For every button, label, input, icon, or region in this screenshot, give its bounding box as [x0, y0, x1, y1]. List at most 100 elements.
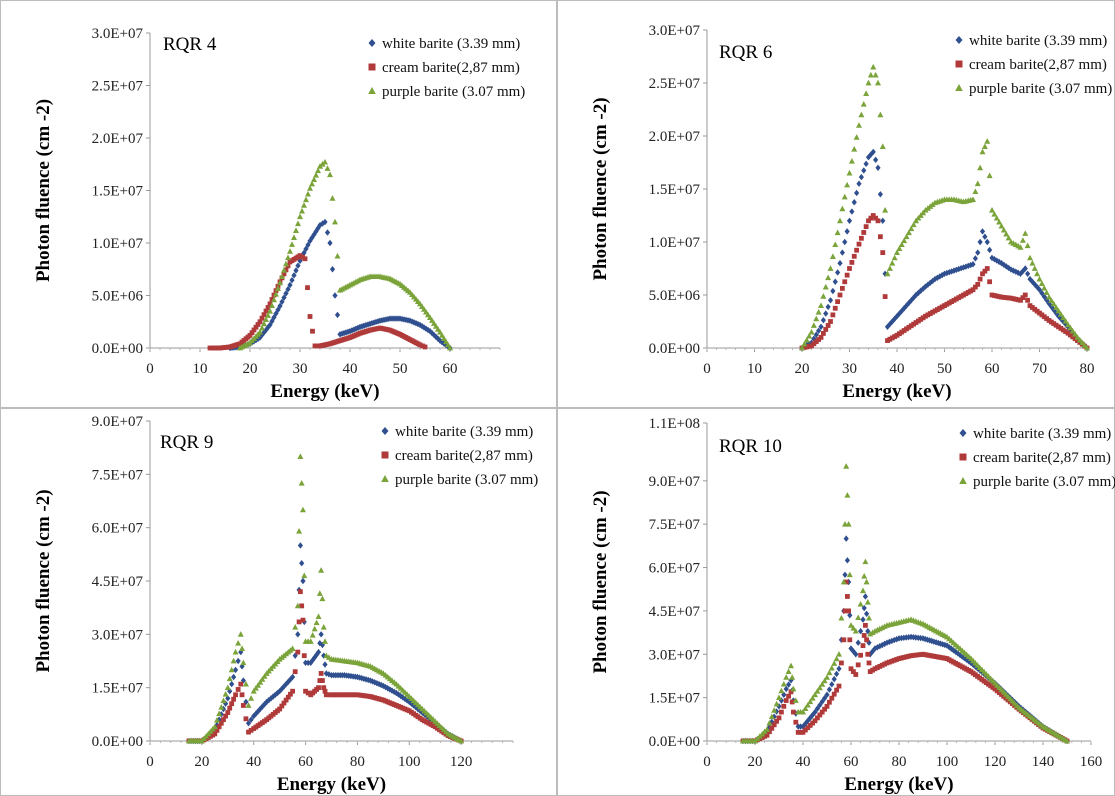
data-point — [846, 571, 853, 578]
data-point — [1046, 293, 1052, 300]
series-1 — [227, 218, 453, 352]
data-point — [245, 702, 252, 708]
data-point — [858, 173, 864, 181]
data-point — [239, 645, 246, 651]
data-point — [880, 250, 886, 255]
data-point — [855, 639, 861, 646]
data-point — [839, 205, 846, 212]
data-point — [910, 221, 917, 228]
data-point — [223, 713, 229, 719]
data-point — [1024, 242, 1031, 249]
panel-border — [557, 408, 1115, 796]
data-point — [211, 723, 218, 730]
data-point — [867, 71, 874, 78]
data-point — [235, 687, 241, 692]
x-tick-label: 160 — [1080, 754, 1103, 770]
data-point — [867, 669, 873, 675]
y-tick-label: 6.0E+07 — [92, 521, 144, 537]
data-point — [259, 676, 266, 682]
data-point — [824, 674, 830, 680]
data-point — [229, 680, 235, 688]
y-tick-label: 1.0E+07 — [649, 235, 701, 251]
chart-panel-2: 0.0E+00 5.0E+06 1.0E+07 1.5E+07 2.0E+07 2.5E+… — [557, 0, 1115, 408]
data-point — [905, 229, 912, 236]
data-point — [324, 165, 331, 171]
data-point — [237, 631, 244, 637]
data-point — [901, 237, 908, 244]
data-point — [776, 694, 782, 701]
y-tick-label: 6.0E+07 — [649, 561, 701, 577]
legend-marker — [955, 36, 963, 44]
data-point — [281, 267, 287, 273]
data-point — [870, 213, 876, 218]
data-point — [822, 706, 827, 712]
data-point — [290, 688, 296, 694]
legend-entry: cream barite(2,87 mm) — [382, 60, 520, 76]
legend-marker — [955, 60, 963, 68]
data-point — [860, 587, 866, 594]
data-point — [289, 276, 295, 284]
data-point — [771, 722, 777, 728]
data-point — [324, 229, 331, 236]
data-point — [850, 625, 857, 631]
data-point — [1034, 270, 1041, 277]
data-point — [1050, 300, 1057, 307]
data-point — [844, 181, 851, 188]
data-point — [866, 614, 872, 621]
data-point — [849, 208, 855, 215]
data-point — [825, 323, 831, 328]
data-point — [812, 718, 818, 724]
data-point — [786, 693, 791, 699]
data-point — [820, 316, 826, 324]
data-point — [837, 292, 843, 298]
data-point — [285, 286, 291, 293]
y-tick-label: 0.0E+00 — [92, 341, 143, 357]
legend-marker — [368, 63, 376, 71]
data-point — [1043, 289, 1050, 296]
data-point — [269, 302, 275, 308]
data-point — [998, 222, 1005, 229]
legend-entry: white barite (3.39 mm) — [395, 424, 533, 440]
data-point — [851, 669, 856, 675]
data-point — [918, 652, 923, 657]
y-tick-label: 7.5E+07 — [649, 517, 701, 533]
data-point — [835, 269, 841, 276]
x-tick-label: 0 — [703, 361, 711, 377]
data-point — [226, 675, 233, 682]
data-point — [818, 302, 824, 308]
data-point — [981, 143, 988, 149]
data-point — [789, 699, 795, 705]
legend-entry: cream barite(2,87 mm) — [969, 57, 1107, 73]
data-point — [834, 670, 840, 678]
data-point — [312, 343, 318, 349]
data-point — [229, 701, 235, 707]
data-point — [891, 254, 898, 261]
data-point — [259, 703, 265, 710]
data-point — [882, 207, 889, 213]
data-point — [972, 284, 978, 290]
data-point — [986, 172, 993, 179]
data-point — [1020, 295, 1026, 301]
y-axis-title: Photon fluence (cm -2) — [590, 490, 611, 673]
panel-label: RQR 6 — [719, 42, 772, 63]
data-point — [1076, 336, 1083, 343]
data-point — [213, 717, 220, 723]
data-point — [781, 703, 787, 709]
data-point — [834, 687, 839, 693]
data-point — [915, 652, 921, 658]
data-point — [301, 249, 307, 257]
data-point — [799, 344, 805, 351]
data-point — [977, 276, 983, 282]
series-3 — [799, 63, 1090, 351]
data-point — [801, 340, 808, 347]
data-point — [246, 729, 251, 735]
data-point — [411, 702, 417, 709]
data-point — [326, 692, 332, 698]
data-point — [458, 737, 465, 744]
y-tick-label: 9.0E+07 — [649, 474, 701, 490]
data-point — [332, 292, 338, 299]
data-point — [798, 729, 803, 735]
data-point — [303, 245, 309, 253]
data-point — [844, 228, 850, 235]
data-point — [865, 651, 871, 657]
